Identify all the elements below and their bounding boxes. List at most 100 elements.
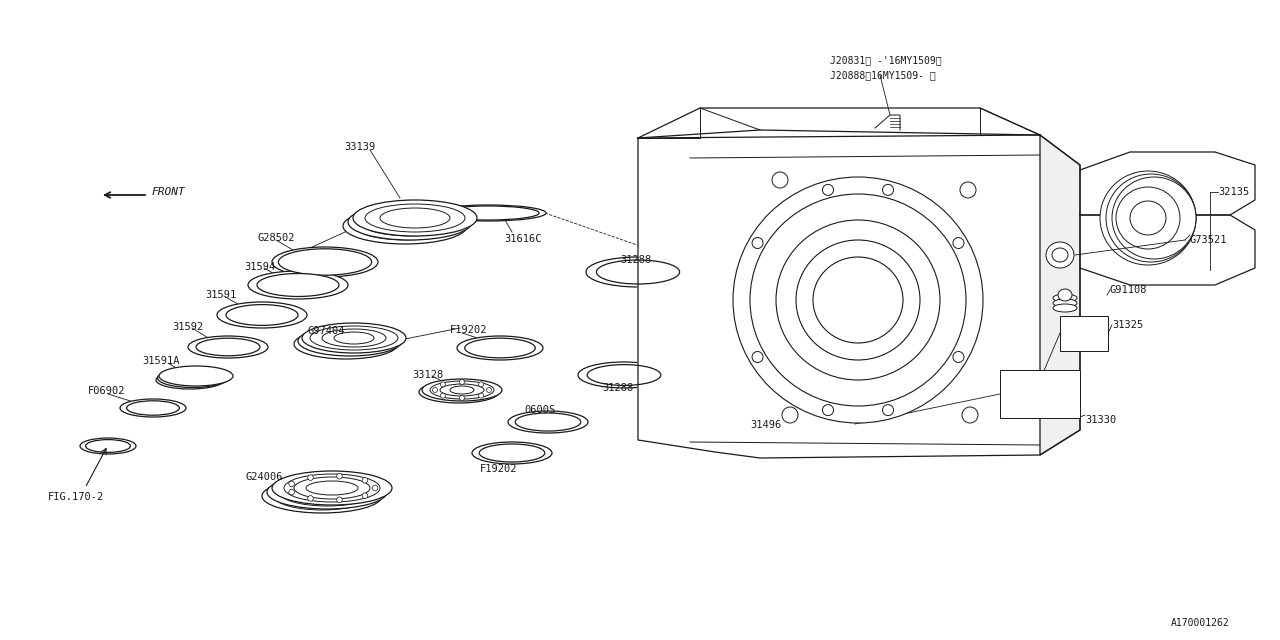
Text: G91108: G91108: [1110, 285, 1147, 295]
Text: 31330: 31330: [1085, 415, 1116, 425]
Ellipse shape: [451, 386, 474, 394]
Ellipse shape: [360, 208, 460, 236]
Ellipse shape: [1130, 201, 1166, 235]
Ellipse shape: [127, 401, 179, 415]
Circle shape: [372, 485, 378, 491]
Ellipse shape: [508, 411, 588, 433]
Ellipse shape: [588, 365, 660, 385]
Polygon shape: [1080, 152, 1254, 215]
Ellipse shape: [278, 249, 371, 275]
Ellipse shape: [1059, 289, 1073, 301]
Circle shape: [337, 497, 342, 502]
Circle shape: [486, 387, 492, 392]
Text: 31288: 31288: [602, 383, 634, 393]
Ellipse shape: [380, 208, 451, 228]
Circle shape: [753, 351, 763, 362]
Ellipse shape: [257, 273, 339, 296]
Ellipse shape: [248, 271, 348, 299]
Text: 31616C: 31616C: [504, 234, 541, 244]
Text: 31591A: 31591A: [142, 356, 179, 366]
Ellipse shape: [262, 479, 381, 513]
Ellipse shape: [596, 260, 680, 284]
Bar: [1060, 316, 1108, 351]
Text: F19202: F19202: [480, 464, 517, 474]
Ellipse shape: [343, 208, 467, 244]
Circle shape: [433, 387, 438, 392]
Ellipse shape: [273, 247, 378, 277]
Ellipse shape: [196, 338, 260, 356]
Ellipse shape: [750, 194, 966, 406]
Ellipse shape: [334, 332, 374, 344]
Circle shape: [289, 490, 294, 495]
Ellipse shape: [159, 366, 233, 386]
Text: J20888よ16MY1509- 〉: J20888よ16MY1509- 〉: [829, 70, 936, 80]
Ellipse shape: [1052, 248, 1068, 262]
Text: FRONT: FRONT: [152, 187, 186, 197]
Ellipse shape: [436, 206, 539, 220]
Text: F06902: F06902: [88, 386, 125, 396]
Ellipse shape: [457, 336, 543, 360]
Text: G73521: G73521: [1190, 235, 1228, 245]
Circle shape: [307, 475, 314, 481]
Circle shape: [440, 382, 445, 387]
Ellipse shape: [422, 379, 502, 401]
Ellipse shape: [79, 438, 136, 454]
Text: 33139: 33139: [344, 142, 375, 152]
Ellipse shape: [1112, 177, 1196, 259]
Ellipse shape: [440, 384, 484, 396]
Circle shape: [440, 393, 445, 398]
Ellipse shape: [302, 323, 406, 353]
Circle shape: [960, 182, 977, 198]
Text: G28502: G28502: [259, 233, 296, 243]
Ellipse shape: [776, 220, 940, 380]
Ellipse shape: [813, 257, 902, 343]
Ellipse shape: [218, 302, 307, 328]
Ellipse shape: [438, 207, 538, 220]
Circle shape: [782, 407, 797, 423]
Ellipse shape: [430, 381, 494, 399]
Text: 31288: 31288: [620, 255, 652, 265]
Ellipse shape: [586, 257, 690, 287]
Ellipse shape: [1053, 299, 1076, 307]
Circle shape: [772, 172, 788, 188]
Ellipse shape: [279, 478, 375, 506]
Circle shape: [963, 407, 978, 423]
Ellipse shape: [1053, 294, 1076, 302]
Ellipse shape: [1106, 174, 1196, 262]
Text: A170001262: A170001262: [1171, 618, 1230, 628]
Ellipse shape: [472, 442, 552, 464]
Polygon shape: [637, 108, 1039, 138]
Ellipse shape: [306, 481, 358, 495]
Text: 31594: 31594: [244, 262, 275, 272]
Ellipse shape: [1046, 242, 1074, 268]
Circle shape: [952, 237, 964, 248]
Text: G97404: G97404: [308, 326, 346, 336]
Circle shape: [289, 481, 294, 486]
Circle shape: [460, 380, 465, 385]
Ellipse shape: [284, 474, 380, 502]
Circle shape: [753, 237, 763, 248]
Text: 31591: 31591: [205, 290, 237, 300]
Ellipse shape: [274, 482, 370, 510]
Circle shape: [307, 495, 314, 501]
Text: 31325: 31325: [1112, 320, 1143, 330]
Ellipse shape: [419, 381, 499, 403]
Ellipse shape: [355, 212, 454, 240]
Ellipse shape: [1053, 304, 1076, 312]
Text: 0600S: 0600S: [524, 405, 556, 415]
Circle shape: [362, 493, 367, 499]
Circle shape: [823, 184, 833, 195]
Text: J20831〈 -'16MY1509〉: J20831〈 -'16MY1509〉: [829, 55, 942, 65]
Circle shape: [823, 404, 833, 415]
Ellipse shape: [479, 444, 545, 462]
Ellipse shape: [348, 204, 472, 240]
Circle shape: [479, 393, 484, 398]
Ellipse shape: [298, 326, 402, 356]
Ellipse shape: [227, 305, 298, 325]
Ellipse shape: [370, 216, 440, 236]
Text: 31592: 31592: [172, 322, 204, 332]
Text: 31496: 31496: [750, 420, 781, 430]
Ellipse shape: [86, 440, 131, 452]
Text: 32135: 32135: [1219, 187, 1249, 197]
Polygon shape: [637, 130, 1080, 458]
